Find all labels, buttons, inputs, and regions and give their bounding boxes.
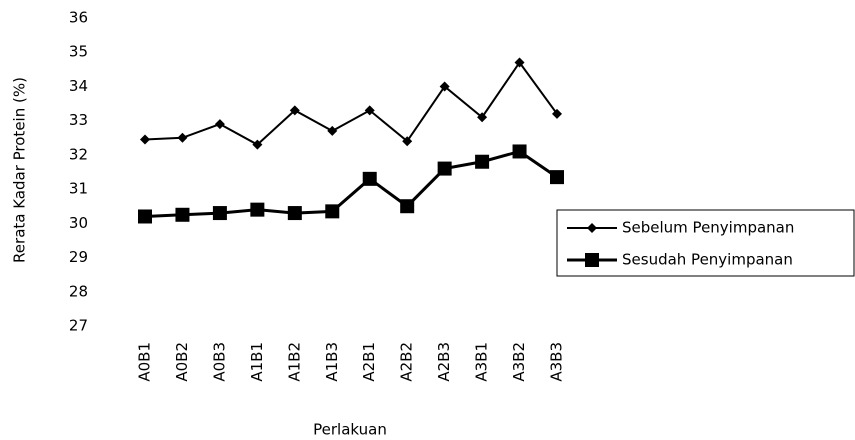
y-axis-label: Rerata Kadar Protein (%): [11, 77, 29, 263]
marker: [177, 132, 188, 143]
x-tick-label: A2B1: [360, 342, 378, 382]
x-tick-label: A1B1: [248, 342, 266, 382]
marker: [512, 144, 527, 159]
x-tick-label: A2B3: [435, 342, 453, 382]
x-tick-label: A3B3: [548, 342, 566, 382]
y-tick-label: 34: [69, 77, 88, 95]
marker: [437, 161, 452, 176]
series-line: [144, 60, 558, 146]
marker: [140, 134, 150, 145]
marker: [325, 204, 340, 219]
marker: [212, 206, 227, 221]
x-tick-label: A2B2: [398, 342, 416, 382]
series-line: [144, 149, 558, 218]
marker: [250, 202, 265, 217]
marker: [138, 209, 152, 224]
marker: [514, 57, 525, 68]
x-tick-label: A0B2: [173, 342, 191, 382]
marker: [252, 139, 263, 150]
x-tick-label: A3B1: [473, 342, 491, 382]
x-tick-label: A0B1: [136, 342, 154, 382]
x-tick-label: A3B2: [510, 342, 528, 382]
legend-label: Sesudah Penyimpanan: [622, 251, 793, 269]
y-tick-label: 29: [69, 248, 88, 266]
marker: [287, 206, 302, 221]
y-tick-label: 35: [69, 43, 88, 61]
marker: [175, 207, 190, 222]
marker: [289, 105, 300, 116]
legend-label: Sebelum Penyimpanan: [622, 219, 794, 237]
y-tick-label: 28: [69, 282, 88, 300]
marker: [477, 112, 488, 123]
x-tick-label: A1B3: [323, 342, 341, 382]
y-tick-label: 33: [69, 111, 88, 129]
marker: [327, 125, 338, 136]
y-tick-label: 32: [69, 145, 88, 163]
x-axis-label: Perlakuan: [313, 421, 387, 439]
marker: [439, 81, 450, 92]
y-tick-label: 27: [69, 317, 88, 335]
legend-marker: [585, 253, 599, 267]
legend-box: [556, 209, 855, 277]
y-tick-label: 31: [69, 180, 88, 198]
marker: [400, 199, 415, 214]
marker: [550, 170, 564, 185]
x-tick-label: A0B3: [210, 342, 228, 382]
x-tick-label: A1B2: [285, 342, 303, 382]
marker: [362, 171, 377, 186]
marker: [475, 154, 490, 169]
y-tick-label: 30: [69, 214, 88, 232]
marker: [214, 119, 225, 130]
legend-marker: [587, 223, 597, 233]
marker: [552, 108, 562, 119]
marker: [364, 105, 375, 116]
marker: [402, 136, 413, 147]
y-tick-label: 36: [69, 9, 88, 27]
